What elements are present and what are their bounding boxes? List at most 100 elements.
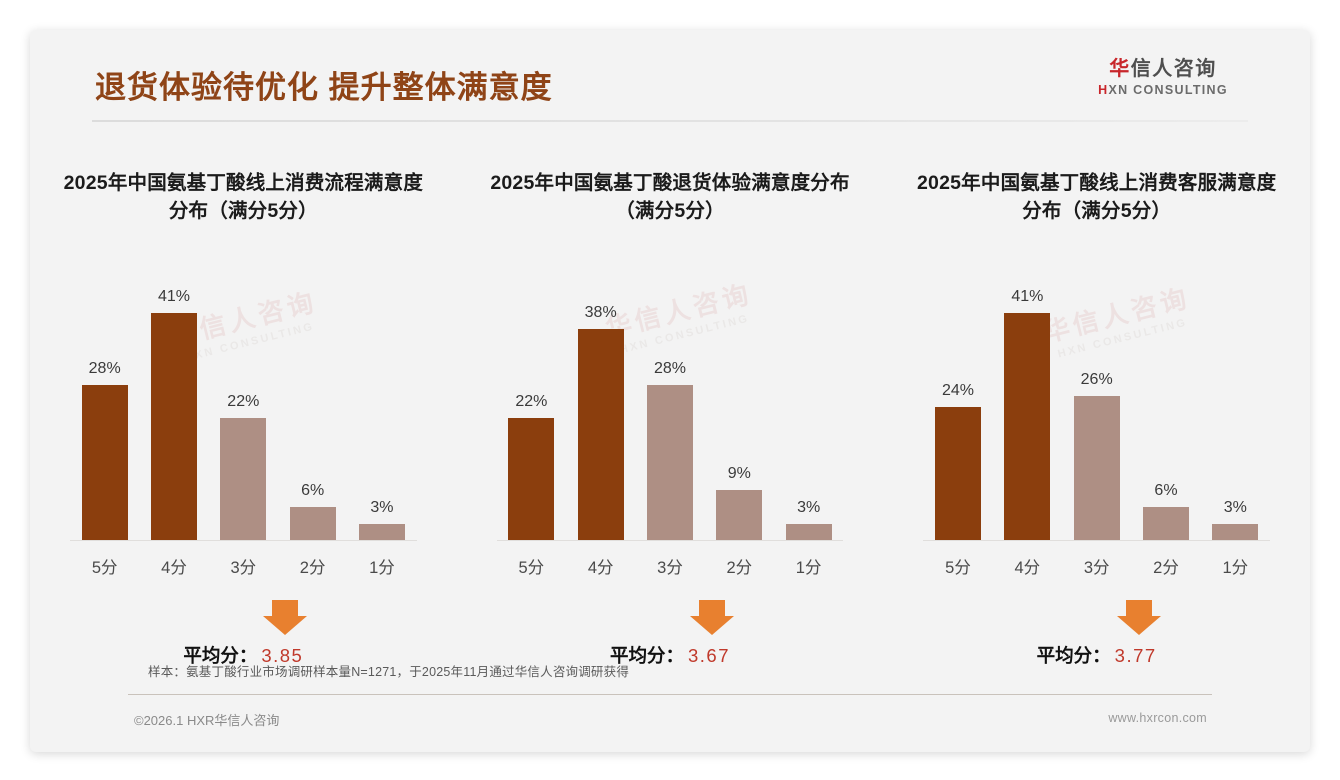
company-logo: 华信人咨询 HXN CONSULTING <box>1083 58 1243 97</box>
footer-divider <box>128 694 1212 695</box>
chart-panel-1: 2025年中国氨基丁酸线上消费流程满意度分布（满分5分） 华信人咨询 HXN C… <box>30 142 457 668</box>
x-tick-label: 5分 <box>91 559 118 578</box>
bar[interactable] <box>716 490 763 541</box>
bar[interactable] <box>1073 395 1120 541</box>
x-axis-labels-3: 5分 4分 3分 2分 1分 <box>923 541 1270 578</box>
logo-name-rest: 信人咨询 <box>1130 58 1217 80</box>
x-tick-label: 5分 <box>945 559 971 578</box>
average-label: 平均分： <box>183 645 258 667</box>
bar[interactable] <box>81 384 128 541</box>
bar-plot-3: 华信人咨询 HXN CONSULTING 24% 41% 26% 6% 3% <box>923 251 1271 542</box>
slide-footer: ©2026.1 HXR华信人咨询 www.hxrcon.com <box>30 710 1310 730</box>
arrow-wrap-3 <box>897 600 1296 636</box>
average-value: 3.85 <box>261 645 304 667</box>
average-value: 3.77 <box>1114 645 1157 667</box>
bar[interactable] <box>1142 507 1189 541</box>
bar[interactable] <box>935 407 981 541</box>
bar[interactable] <box>289 507 336 541</box>
sample-footnote: 样本：氨基丁酸行业市场调研样本量N=1271，于2025年11月通过华信人咨询调… <box>148 665 630 679</box>
average-value: 3.67 <box>688 645 731 667</box>
x-tick-label: 3分 <box>657 559 683 578</box>
arrow-head <box>690 616 734 636</box>
bar-slot: 26% <box>1064 251 1130 541</box>
bar[interactable] <box>646 384 693 541</box>
bar[interactable] <box>577 329 624 541</box>
charts-row: 2025年中国氨基丁酸线上消费流程满意度分布（满分5分） 华信人咨询 HXN C… <box>30 142 1310 668</box>
bar[interactable] <box>508 418 555 541</box>
bar-slot: 22% <box>498 251 564 541</box>
arrow-wrap-1 <box>44 600 443 636</box>
chart-panel-2: 2025年中国氨基丁酸退货体验满意度分布（满分5分） 华信人咨询 HXN CON… <box>457 142 884 668</box>
bar-value-label: 28% <box>88 359 121 377</box>
x-tick-label: 2分 <box>1153 559 1179 578</box>
bar-slot: 28% <box>72 251 138 541</box>
down-arrow-icon <box>690 600 734 636</box>
bar-value-label: 3% <box>370 498 394 516</box>
x-tick-label: 4分 <box>161 559 187 578</box>
bar-slot: 24% <box>925 251 991 541</box>
website-link[interactable]: www.hxrcon.com <box>1108 711 1207 725</box>
x-tick-label: 4分 <box>1014 559 1041 578</box>
average-score-3: 平均分： 3.77 <box>897 642 1296 668</box>
x-axis-line <box>70 540 417 542</box>
arrow-wrap-2 <box>471 600 870 636</box>
chart-title-2: 2025年中国氨基丁酸退货体验满意度分布（满分5分） <box>490 172 850 222</box>
bar-value-label: 24% <box>941 382 975 400</box>
logo-accent-char: 华 <box>1109 58 1131 80</box>
average-score-2: 平均分： 3.67 <box>471 642 870 668</box>
bar-slot: 41% <box>141 251 207 541</box>
x-tick-label: 1分 <box>1222 559 1249 578</box>
bar[interactable] <box>785 523 832 541</box>
bar-value-label: 28% <box>653 359 686 377</box>
x-axis-labels-1: 5分 4分 3分 2分 1分 <box>70 541 417 578</box>
arrow-head <box>263 616 308 636</box>
logo-en-accent: H <box>1098 83 1109 97</box>
bar-value-label: 38% <box>584 304 617 322</box>
bars-2: 22% 38% 28% 9% 3% <box>497 251 844 541</box>
down-arrow-icon <box>1116 600 1161 636</box>
bar-value-label: 9% <box>727 465 751 483</box>
x-axis-line <box>923 540 1271 542</box>
page-title: 退货体验待优化 提升整体满意度 <box>95 70 553 105</box>
bar-value-label: 3% <box>797 498 821 516</box>
x-tick-label: 3分 <box>1083 559 1110 578</box>
bar-value-label: 41% <box>1011 287 1044 305</box>
bar-slot: 38% <box>568 251 634 541</box>
bar[interactable] <box>220 418 267 541</box>
x-tick-label: 1分 <box>795 559 822 578</box>
chart-title-3: 2025年中国氨基丁酸线上消费客服满意度分布（满分5分） <box>916 172 1277 222</box>
x-tick-label: 4分 <box>587 559 614 578</box>
average-score-1: 平均分： 3.85 <box>44 642 443 668</box>
down-arrow-icon <box>263 600 308 636</box>
bar-value-label: 41% <box>157 287 190 305</box>
average-label: 平均分： <box>1036 645 1111 667</box>
bar-value-label: 22% <box>227 393 260 411</box>
x-tick-label: 3分 <box>230 559 257 578</box>
bar-plot-1: 华信人咨询 HXN CONSULTING 28% 41% 22% 6% 3% <box>70 251 417 542</box>
bar[interactable] <box>358 523 405 541</box>
bar[interactable] <box>1004 312 1051 541</box>
bar-value-label: 22% <box>515 393 548 411</box>
average-label: 平均分： <box>609 645 684 667</box>
arrow-head <box>1116 616 1161 636</box>
bar-value-label: 6% <box>1154 482 1178 500</box>
slide-header: 退货体验待优化 提升整体满意度 华信人咨询 HXN CONSULTING <box>30 30 1310 122</box>
chart-title-1: 2025年中国氨基丁酸线上消费流程满意度分布（满分5分） <box>63 172 424 222</box>
x-tick-label: 2分 <box>726 559 753 578</box>
bars-1: 28% 41% 22% 6% 3% <box>70 251 417 541</box>
bar-slot: 22% <box>210 251 276 541</box>
logo-chinese-name: 华信人咨询 <box>1083 58 1243 81</box>
header-divider <box>92 120 1248 122</box>
arrow-stem <box>699 600 725 618</box>
x-tick-label: 5分 <box>518 559 545 578</box>
bar[interactable] <box>150 312 197 541</box>
bar-value-label: 26% <box>1080 370 1113 388</box>
bars-3: 24% 41% 26% 6% 3% <box>923 251 1270 541</box>
copyright-text: ©2026.1 HXR华信人咨询 <box>134 713 280 728</box>
bar-slot: 9% <box>706 251 772 541</box>
bar-value-label: 3% <box>1223 498 1247 516</box>
bar-slot: 3% <box>1202 251 1268 541</box>
bar[interactable] <box>1212 523 1259 541</box>
bar-slot: 3% <box>776 251 842 541</box>
bar-slot: 28% <box>637 251 703 541</box>
